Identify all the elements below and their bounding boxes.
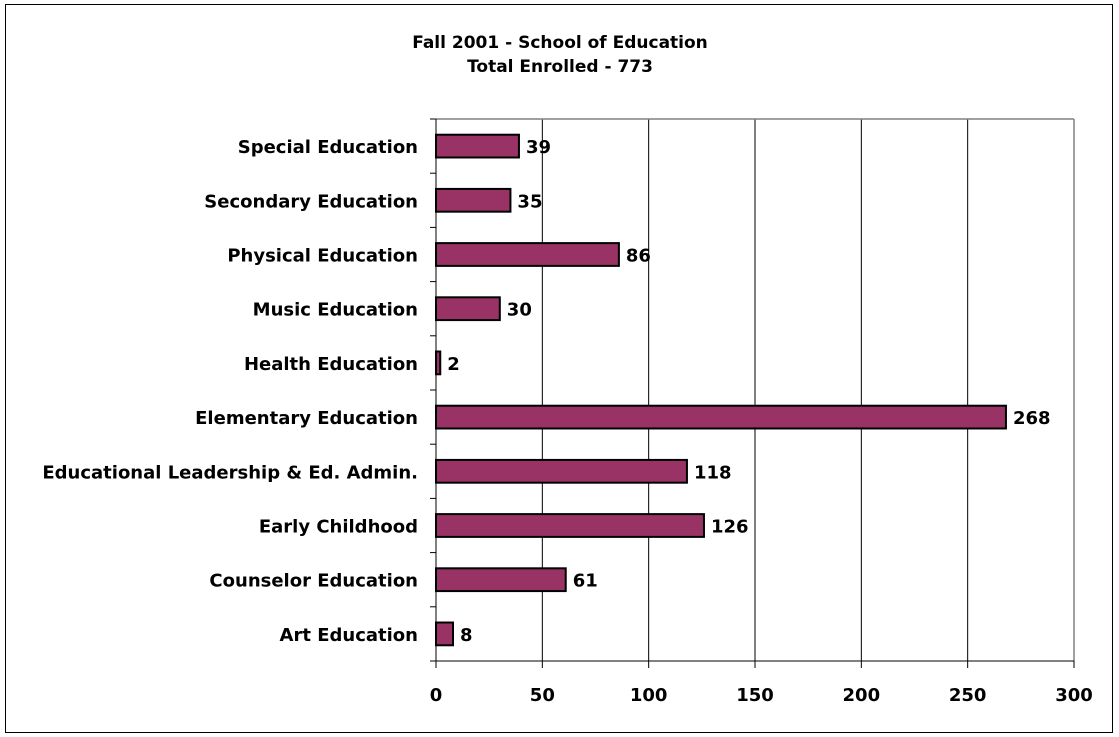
x-tick-label: 50 [530, 685, 555, 706]
data-label: 35 [517, 191, 542, 212]
bar [435, 458, 688, 484]
data-label: 268 [1013, 408, 1051, 429]
category-label: Early Childhood [259, 517, 418, 538]
bar [435, 242, 620, 267]
category-label: Educational Leadership & Ed. Admin. [42, 462, 418, 483]
bar [435, 513, 705, 538]
x-tick-label: 100 [630, 685, 668, 706]
category-label: Health Education [244, 354, 418, 375]
data-label: 118 [694, 462, 732, 483]
data-label: 86 [626, 246, 651, 267]
x-tick-label: 250 [949, 685, 987, 706]
bar [435, 187, 512, 213]
bar [435, 567, 567, 593]
bar [435, 296, 501, 322]
category-label: Special Education [238, 137, 418, 158]
bar [435, 621, 455, 647]
category-label: Counselor Education [209, 571, 418, 592]
chart-frame: Fall 2001 - School of Education Total En… [5, 4, 1113, 733]
category-label: Elementary Education [195, 408, 418, 429]
bar [435, 404, 1007, 430]
data-label: 8 [460, 625, 473, 646]
x-tick-label: 150 [736, 685, 774, 706]
category-label: Music Education [253, 300, 418, 321]
x-tick-label: 300 [1055, 685, 1093, 706]
data-label: 61 [573, 571, 598, 592]
x-tick-label: 0 [430, 685, 443, 706]
category-label: Art Education [280, 625, 418, 646]
bar [435, 350, 442, 376]
chart-title-block: Fall 2001 - School of Education Total En… [6, 31, 1114, 79]
bar [435, 133, 520, 159]
chart-subtitle: Total Enrolled - 773 [467, 57, 653, 77]
data-label: 2 [447, 354, 460, 375]
x-tick-label: 200 [843, 685, 881, 706]
data-label: 126 [711, 517, 749, 538]
data-label: 30 [507, 300, 532, 321]
category-label: Physical Education [227, 246, 418, 267]
data-label: 39 [526, 137, 551, 158]
chart-title: Fall 2001 - School of Education [412, 33, 708, 53]
category-label: Secondary Education [204, 191, 418, 212]
